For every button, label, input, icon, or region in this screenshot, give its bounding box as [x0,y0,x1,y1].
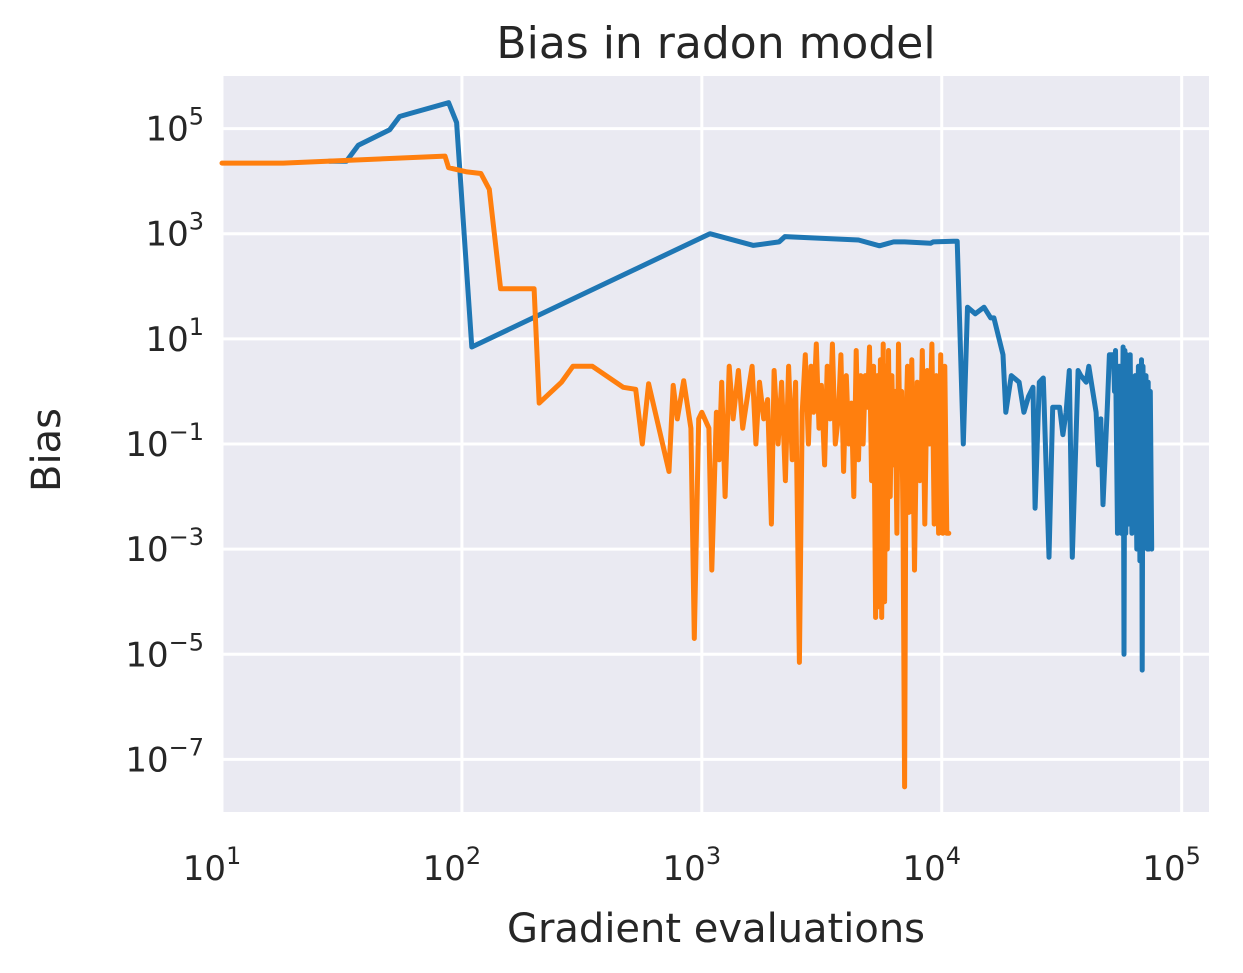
y-tick-labels: 105 103 101 10−1 10−3 10−5 10−7 [125,103,204,781]
x-tick-label: 103 [663,842,722,889]
y-tick-label: 103 [145,208,204,255]
x-tick-label: 105 [1142,842,1201,889]
y-tick-label: 105 [145,103,204,150]
y-tick-label: 10−5 [125,628,204,675]
chart-title: Bias in radon model [496,18,935,69]
y-axis-label: Bias [24,408,70,492]
x-tick-labels: 101 102 103 104 105 [183,842,1201,889]
series-line-1 [326,100,1155,673]
x-tick-label: 102 [423,842,482,889]
x-axis-label: Gradient evaluations [507,906,925,952]
y-tick-label: 101 [145,313,204,360]
series-line-2 [219,153,952,790]
series-lines [219,100,1155,790]
y-tick-label: 10−1 [125,418,204,465]
x-tick-label: 101 [183,842,242,889]
x-tick-label: 104 [902,842,961,889]
y-tick-label: 10−7 [125,733,204,780]
y-tick-label: 10−3 [125,523,204,570]
